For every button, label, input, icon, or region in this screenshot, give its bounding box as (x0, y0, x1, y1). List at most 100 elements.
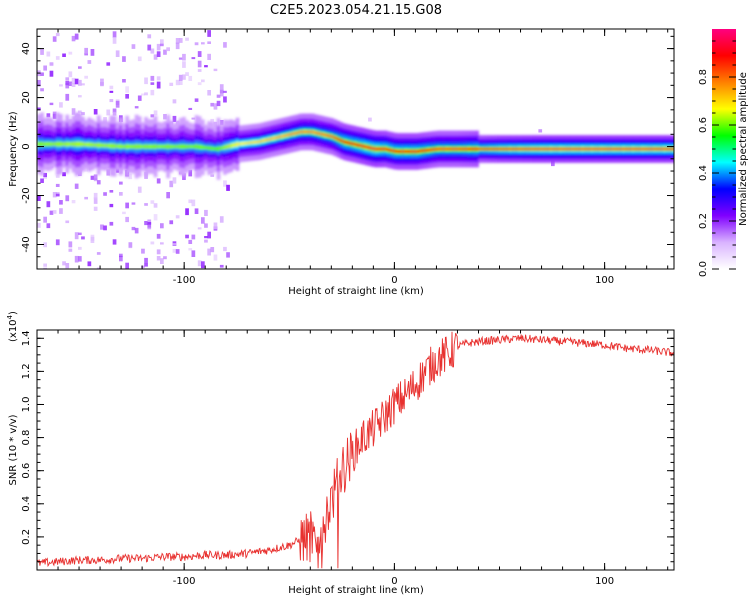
spectrogram-noise-cell (166, 47, 170, 52)
spectrogram-ridge-cell (639, 147, 643, 151)
spectrogram-noise-cell (194, 98, 199, 102)
spectrogram-ridge-cell (447, 147, 451, 151)
spectrogram-noise-cell (68, 71, 73, 78)
spectrogram-noise-cell (84, 167, 88, 172)
spectrogram-ridge-cell (393, 149, 397, 153)
spectrogram-ridge-cell (188, 144, 193, 149)
spectrogram-noise-cell (223, 180, 227, 187)
spectrogram-noise-cell (213, 121, 218, 128)
spectrogram-ridge-cell (418, 149, 423, 153)
spectrogram-noise-cell (213, 68, 218, 72)
spectrogram-ridge-cell (371, 147, 375, 150)
spectrogram-ridge-cell (516, 147, 520, 151)
spectrogram-ridge-cell (428, 148, 432, 152)
spectrogram-noise-cell (150, 82, 155, 85)
colorbar: 0.0 0.2 0.4 0.6 0.8 Normalized spectral ampl… (698, 29, 749, 277)
spectrogram-ridge-cell (213, 146, 218, 151)
y-tick-label: 20 (21, 91, 32, 104)
spectrogram-ridge-cell (462, 147, 467, 151)
spectrogram-ridge-cell (242, 142, 246, 145)
y-tick-label: 0.4 (21, 496, 32, 512)
spectrogram-ridge-cell (636, 147, 640, 151)
spectrogram-ridge-cell (623, 147, 628, 151)
spectrogram-noise-cell (163, 49, 167, 55)
spectrogram-noise-cell (55, 175, 60, 178)
spectrogram-ridge-cell (327, 134, 331, 138)
spectrogram-noise-cell (197, 60, 202, 68)
spectrogram-noise-cell (156, 178, 161, 184)
spectrogram-ridge-cell (131, 144, 136, 149)
spectrogram-noise-cell (219, 120, 224, 126)
spectrogram-noise-cell (109, 203, 114, 208)
spectrogram-ridge-cell (541, 147, 546, 151)
spectrogram-ridge-cell (210, 146, 215, 151)
spectrogram-ridge-cell (238, 142, 243, 146)
spectrogram-ridge-cell (368, 146, 372, 150)
spectrogram-noise-cell (141, 265, 145, 269)
spectrogram-ridge-cell (380, 147, 385, 151)
spectrogram-noise-cell (65, 82, 70, 89)
spectrogram-ridge-cell (481, 147, 486, 151)
spectrogram-ridge-cell (500, 147, 505, 151)
spectrogram-frame (36, 28, 675, 270)
spectrogram-noise-cell (204, 209, 208, 216)
spectrogram-noise-cell (175, 79, 180, 86)
spectrogram-noise-cell (125, 86, 129, 93)
spectrogram-noise-cell (156, 43, 161, 51)
spectrogram-noise-cell (49, 62, 54, 67)
spectrogram-ridge-cell (37, 141, 41, 147)
spectrogram-noise-cell (156, 51, 161, 57)
spectrogram-noise-cell (538, 129, 543, 133)
spectrogram-noise-cell (156, 256, 161, 261)
spectrogram-x-ticks: -100 0 100 (57, 29, 669, 286)
spectrogram-noise-cell (93, 206, 98, 211)
spectrogram-noise-cell (103, 117, 107, 124)
spectrogram-noise-cell (84, 75, 88, 79)
spectrogram-ridge-cell (289, 132, 293, 136)
spectrogram-ridge-cell (412, 150, 416, 153)
spectrogram-noise-cell (141, 248, 145, 254)
spectrogram-noise-cell (169, 180, 174, 188)
spectrogram-ridge-cell (614, 147, 618, 151)
spectrogram-noise-cell (144, 257, 148, 264)
spectrogram-noise-cell (43, 263, 47, 267)
spectrogram-noise-cell (175, 42, 180, 50)
spectrogram-noise-cell (112, 239, 117, 245)
spectrogram-ridge-cell (160, 144, 164, 149)
spectrogram-ridge-cell (144, 144, 148, 149)
spectrogram-ridge-cell (339, 139, 344, 143)
spectrogram-noise-cell (197, 51, 202, 57)
spectrogram-noise-cell (62, 172, 66, 177)
spectrogram-y-label: Frequency (Hz) (8, 111, 19, 187)
spectrogram-noise-cell (87, 60, 92, 64)
spectrogram-ridge-cell (226, 144, 230, 149)
spectrogram-noise-cell (201, 261, 205, 268)
spectrogram-ridge-cell (374, 147, 379, 151)
spectrogram-ridge-cell (450, 147, 454, 151)
spectrogram-noise-cell (201, 42, 205, 45)
spectrogram-noise-cell (125, 202, 129, 209)
spectrogram-noise-cell (128, 242, 133, 248)
snr-x-ticks: -100 0 100 (57, 330, 669, 587)
spectrogram-ridge-cell (443, 147, 448, 151)
spectrogram-ridge-cell (585, 147, 590, 151)
spectrogram-noise-cell (119, 181, 123, 185)
spectrogram-noise-cell (40, 88, 44, 92)
spectrogram-ridge-cell (535, 147, 539, 151)
spectrogram-noise-cell (55, 33, 60, 37)
spectrogram-ridge-cell (112, 143, 117, 149)
spectrogram-noise-cell (223, 42, 227, 48)
spectrogram-noise-cell (125, 216, 129, 223)
spectrogram-noise-cell (185, 234, 189, 239)
spectrogram-ridge-cell (169, 144, 174, 149)
spectrogram-ridge-cell (264, 138, 268, 142)
spectrogram-noise-cell (122, 79, 126, 83)
spectrogram-ridge-cell (626, 147, 631, 151)
x-tick-label: 100 (595, 275, 614, 286)
spectrogram-ridge-cell (71, 141, 76, 147)
spectrogram-noise-cell (137, 186, 142, 193)
spectrogram-noise-cell (52, 36, 57, 42)
y-tick-label: 1.4 (21, 330, 32, 346)
spectrogram-ridge-cell (336, 137, 341, 141)
spectrogram-noise-cell (191, 57, 196, 60)
